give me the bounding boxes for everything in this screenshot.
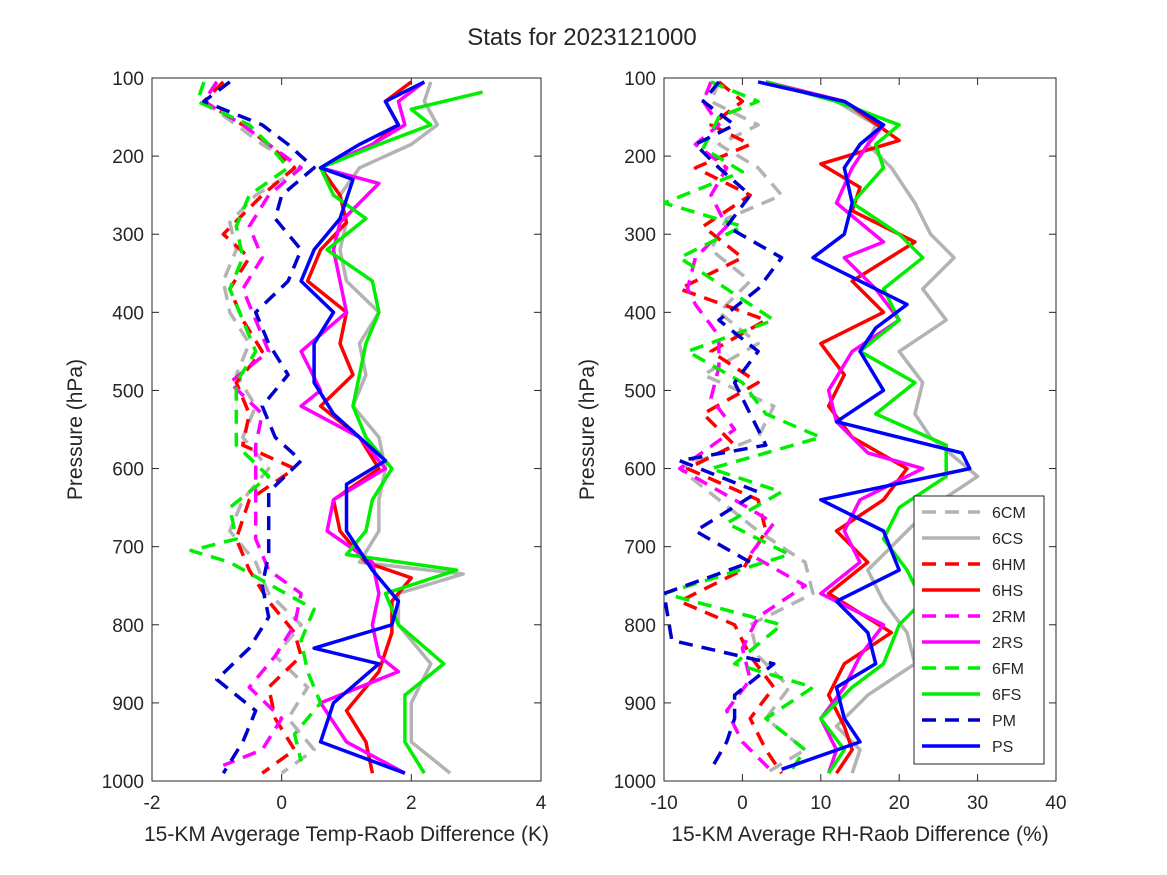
rh-x-axis-label: 15-KM Average RH-Raob Difference (%): [671, 823, 1048, 846]
temp-xtick-label: -2: [144, 793, 161, 814]
legend-label-pm: PM: [992, 713, 1016, 730]
temp-xtick-label: 4: [536, 793, 547, 814]
legend-label-6hm: 6HM: [992, 557, 1026, 574]
temp-ytick-label: 800: [112, 616, 144, 637]
temp-y-axis-label: Pressure (hPa): [64, 359, 87, 500]
temp-xtick-label: 0: [276, 793, 287, 814]
temp-series-2rm: [202, 80, 303, 768]
temp-ytick-label: 200: [112, 147, 144, 168]
temp-ytick-label: 600: [112, 460, 144, 481]
legend-label-6cs: 6CS: [992, 531, 1023, 548]
rh-xtick-label: 30: [967, 793, 988, 814]
temp-series-ps: [299, 80, 426, 775]
rh-series-pm: [664, 80, 784, 771]
temp-series-group: [189, 80, 484, 775]
legend-label-6fs: 6FS: [992, 687, 1021, 704]
temp-ytick-label: 300: [112, 225, 144, 246]
temp-ytick-label: 1000: [102, 772, 144, 793]
rh-series-6hm: [677, 80, 784, 775]
rh-y-axis-label: Pressure (hPa): [576, 359, 599, 500]
legend-label-2rm: 2RM: [992, 609, 1026, 626]
temp-ytick-label: 100: [112, 69, 144, 90]
legend-label-2rs: 2RS: [992, 635, 1023, 652]
temp-x-axis-label: 15-KM Avgerage Temp-Raob Difference (K): [144, 823, 549, 846]
rh-xtick-label: 10: [810, 793, 831, 814]
temp-ytick-label: 700: [112, 538, 144, 559]
rh-xtick-label: 0: [737, 793, 748, 814]
temp-series-pm: [202, 80, 316, 775]
rh-ytick-label: 200: [624, 147, 656, 168]
rh-series-2rm: [677, 81, 807, 775]
legend-label-ps: PS: [992, 739, 1013, 756]
temp-ytick-label: 500: [112, 381, 144, 402]
rh-ytick-label: 500: [624, 381, 656, 402]
temp-xtick-label: 2: [406, 793, 417, 814]
legend-label-6fm: 6FM: [992, 661, 1024, 678]
rh-series-ps: [757, 80, 972, 771]
temp-ytick-label: 400: [112, 303, 144, 324]
temp-series-6hm: [202, 80, 303, 775]
temp-difference-panel: 100 200 300 400 500 600 700 800 900 1000-2 0 2 4 15-K…: [64, 69, 549, 846]
rh-ytick-label: 700: [624, 538, 656, 559]
rh-series-6hs: [765, 80, 917, 775]
rh-ytick-label: 800: [624, 616, 656, 637]
legend-label-6cm: 6CM: [992, 505, 1026, 522]
legend-box: [913, 495, 1045, 765]
rh-ytick-label: 100: [624, 69, 656, 90]
temp-ytick-label: 900: [112, 694, 144, 715]
rh-ytick-label: 900: [624, 694, 656, 715]
rh-series-6fm: [664, 80, 823, 775]
legend: 6CM 6CS 6HM 6HS 2RM 2RS 6FM 6FS PM PS: [913, 495, 1045, 765]
figure-title: Stats for 2023121000: [467, 24, 697, 51]
rh-xtick-label: 20: [889, 793, 910, 814]
rh-ytick-label: 600: [624, 460, 656, 481]
rh-ytick-label: 1000: [614, 772, 656, 793]
rh-series-6cm: [677, 81, 815, 775]
rh-ytick-label: 400: [624, 303, 656, 324]
rh-xtick-label: -10: [650, 793, 677, 814]
rh-xtick-label: 40: [1045, 793, 1066, 814]
legend-label-6hs: 6HS: [992, 583, 1023, 600]
temp-series-6fm: [189, 81, 323, 762]
rh-ytick-label: 300: [624, 225, 656, 246]
rh-series-6fs: [765, 80, 948, 775]
